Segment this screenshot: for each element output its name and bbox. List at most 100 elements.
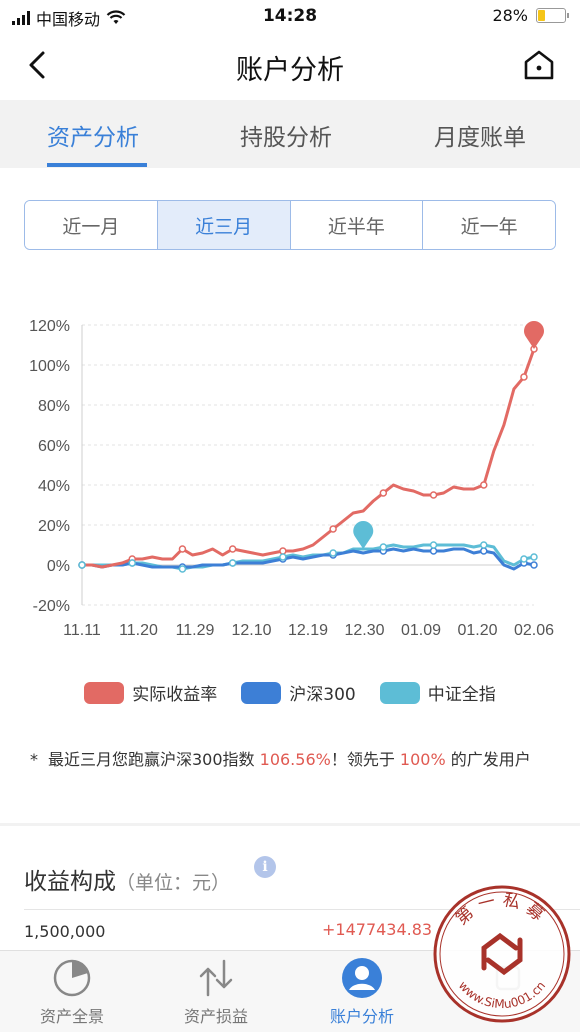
income-axis-value: 1,500,000 (24, 922, 106, 941)
data-point (329, 549, 337, 557)
data-point (520, 373, 528, 381)
status-bar: 中国移动 14:28 28% (0, 0, 580, 32)
tab-holding-analysis[interactable]: 持股分析 (240, 125, 332, 151)
x-tick-label: 11.20 (119, 622, 158, 639)
tabbar-label-account-analysis: 账户分析 (329, 1007, 394, 1026)
data-point (480, 481, 488, 489)
back-icon[interactable] (24, 50, 54, 80)
profit-value: +1477434.83 (322, 920, 433, 939)
tabbar-asset-overview[interactable]: 资产全景 (12, 957, 132, 1027)
period-one-month[interactable]: 近一月 (25, 201, 158, 249)
legend-label-hs300: 沪深300 (289, 685, 356, 705)
data-point (429, 541, 438, 549)
data-point (279, 553, 287, 561)
series-line (82, 547, 535, 571)
y-tick-label: 40% (38, 478, 70, 495)
legend-item-csi-all[interactable]: 中证全指 (379, 680, 496, 705)
x-tick-label: 01.09 (401, 622, 441, 639)
y-tick-label: -20% (33, 598, 70, 615)
active-tab-indicator (47, 163, 147, 167)
data-point (429, 547, 438, 555)
data-point (279, 547, 287, 555)
note-part-1: 最近三月您跑赢沪深300指数 (48, 750, 260, 769)
marker-pin (353, 521, 374, 549)
return-chart-card: 近一月 近三月 近半年 近一年 120% 100% 80% 60% 40% 20% 0% -2… (0, 168, 580, 823)
legend-label-actual: 实际收益率 (132, 685, 218, 705)
return-line-chart: 120% 100% 80% 60% 40% 20% 0% -20% 11.11 11.20 11.2… (29, 318, 554, 639)
note-part-3: 的广发用户 (445, 750, 531, 769)
y-tick-label: 60% (38, 438, 70, 455)
home-icon[interactable] (522, 48, 556, 82)
x-tick-label: 12.30 (344, 622, 384, 639)
tabbar-label-asset-pnl: 资产损益 (183, 1007, 248, 1026)
period-one-year[interactable]: 近一年 (423, 201, 555, 249)
tabbar-asset-pnl[interactable]: 资产损益 (156, 957, 276, 1027)
data-point (379, 543, 388, 551)
income-unit: （单位：元） (116, 872, 231, 894)
y-tick-label: 20% (38, 518, 70, 535)
data-point (530, 553, 538, 561)
income-title: 收益构成 (24, 869, 116, 895)
tabbar-account-analysis[interactable]: 账户分析 (302, 957, 422, 1027)
note-text: 最近三月您跑赢沪深300指数 106.56%！领先于 100% 的广发用户 (32, 746, 562, 774)
data-point (379, 489, 388, 497)
legend-item-hs300[interactable]: 沪深300 (241, 680, 356, 705)
data-point (128, 559, 136, 567)
nav-bar: 账户分析 (0, 32, 580, 100)
legend-label-csi: 中证全指 (427, 685, 496, 705)
x-tick-label: 11.11 (63, 622, 101, 639)
period-three-months[interactable]: 近三月 (157, 201, 291, 249)
data-point (520, 555, 528, 563)
data-point (228, 545, 237, 553)
legend-swatch-actual (84, 681, 125, 704)
data-point (329, 525, 337, 533)
data-point (429, 491, 438, 499)
x-tick-label: 12.19 (288, 622, 328, 639)
tab-asset-analysis[interactable]: 资产分析 (47, 125, 139, 151)
legend-swatch-hs300 (241, 681, 282, 704)
status-time: 14:28 (262, 6, 318, 26)
outperform-value: 106.56% (259, 750, 331, 769)
y-tick-label: 120% (29, 318, 70, 335)
battery-percent: 28% (492, 6, 528, 25)
period-half-year[interactable]: 近半年 (290, 201, 424, 249)
data-point (228, 559, 237, 567)
signal-icon (12, 11, 30, 25)
watermark-seal: 第一私募 www.SiMu001.cn (433, 885, 571, 1023)
user-circle-icon (342, 958, 382, 998)
tabbar-label-asset-overview: 资产全景 (39, 1007, 104, 1026)
period-selector: 近一月 近三月 近半年 近一年 (24, 200, 556, 250)
data-point (480, 547, 488, 555)
performance-note: * 最近三月您跑赢沪深300指数 106.56%！领先于 100% 的广发用户 (30, 746, 562, 774)
data-point (530, 561, 538, 569)
x-tick-label: 11.29 (176, 622, 215, 639)
battery-icon (536, 8, 569, 23)
chart-legend: 实际收益率 沪深300 中证全指 (0, 680, 580, 705)
x-tick-label: 12.10 (231, 622, 271, 639)
data-point (178, 565, 187, 573)
seal-emblem (481, 932, 523, 976)
x-tick-label: 01.20 (457, 622, 497, 639)
note-star: * (30, 750, 38, 769)
pie-chart-icon (53, 959, 91, 997)
divider (24, 909, 580, 910)
marker-pin (524, 321, 544, 349)
data-point (178, 545, 187, 553)
analysis-tabs: 资产分析 持股分析 月度账单 (0, 100, 580, 168)
x-tick-label: 02.06 (514, 622, 554, 639)
tab-monthly-bill[interactable]: 月度账单 (434, 125, 526, 151)
carrier-name: 中国移动 (36, 10, 101, 29)
legend-swatch-csi (379, 681, 420, 704)
page-title: 账户分析 (236, 55, 344, 86)
wifi-icon (106, 10, 126, 24)
info-icon[interactable]: i (254, 856, 276, 878)
y-tick-label: 100% (29, 358, 70, 375)
legend-item-actual-return[interactable]: 实际收益率 (84, 680, 217, 705)
data-point (480, 541, 488, 549)
note-part-2: ！领先于 (330, 750, 400, 769)
data-point (78, 561, 86, 569)
y-tick-label: 0% (47, 558, 70, 575)
rank-value: 100% (399, 750, 446, 769)
carrier-info: 中国移动 (12, 6, 126, 30)
series-line (82, 348, 536, 569)
